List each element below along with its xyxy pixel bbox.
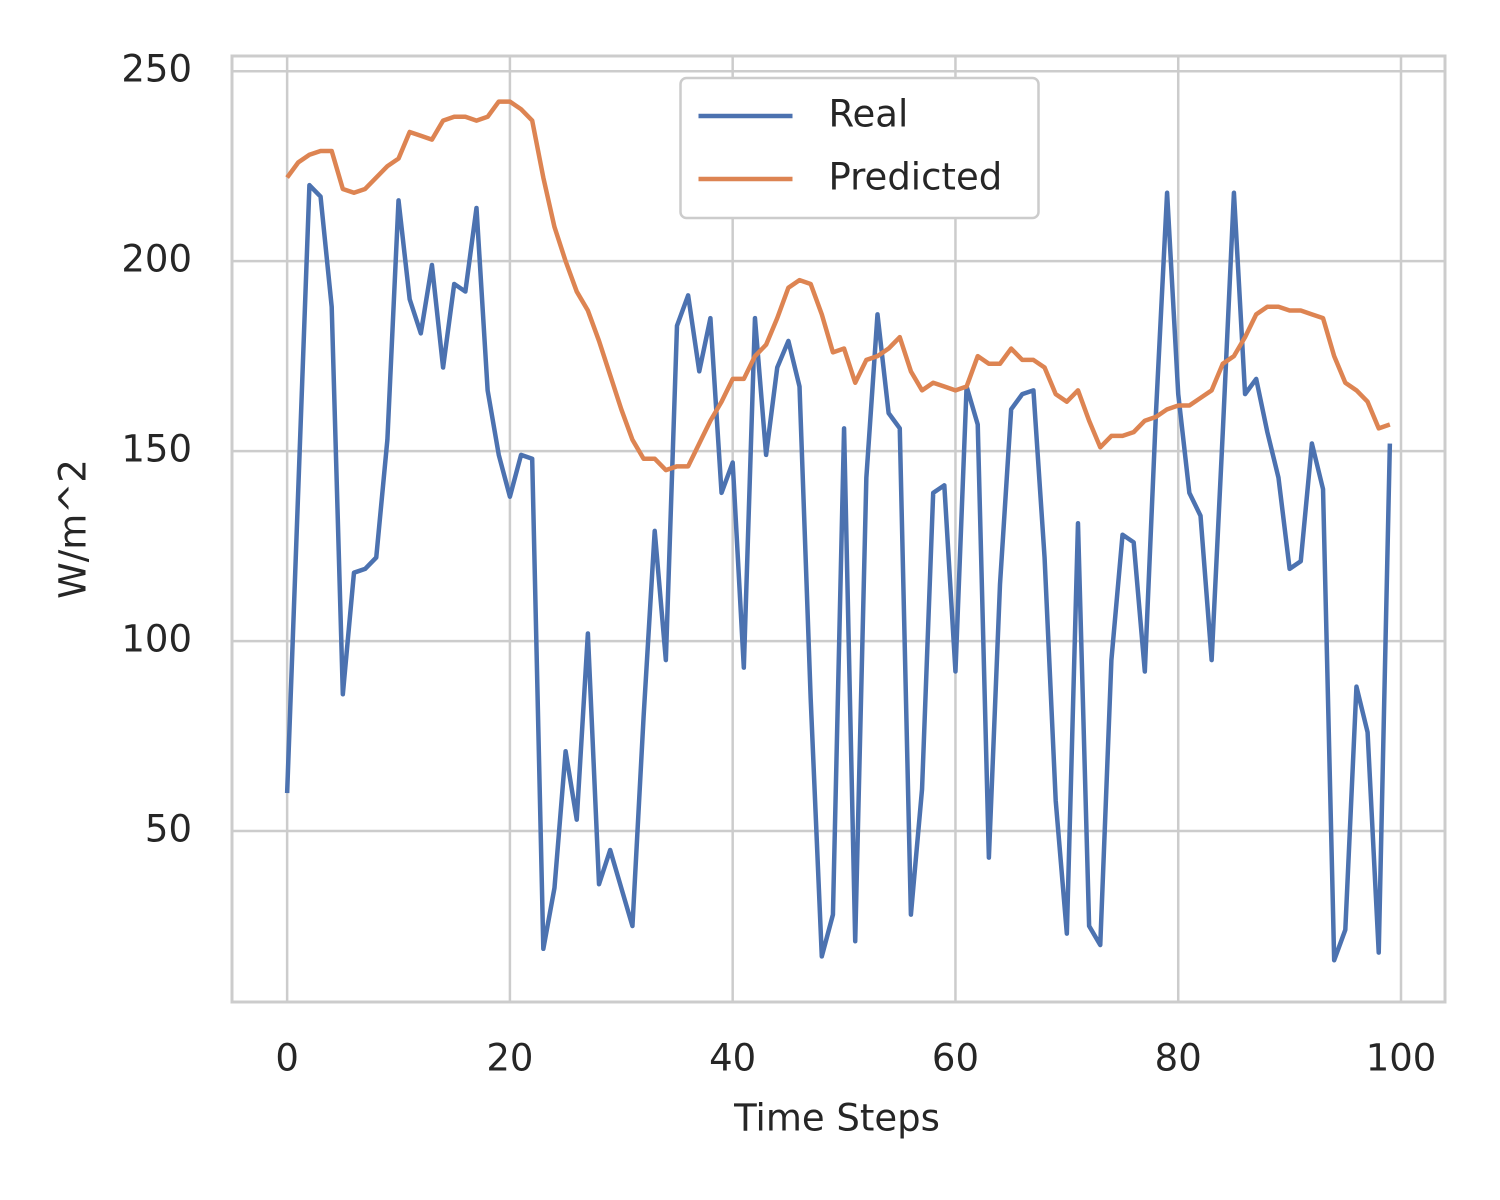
y-tick-label: 50 (145, 808, 192, 851)
legend: Real Predicted (679, 76, 1040, 220)
x-tick-label: 100 (1366, 1037, 1437, 1080)
y-tick-label: 100 (121, 618, 192, 661)
y-tick-label: 150 (121, 428, 192, 471)
series-line (285, 99, 1391, 473)
x-axis-label: Time Steps (733, 1097, 940, 1140)
legend-label: Real (829, 93, 909, 136)
x-tick-label: 40 (709, 1037, 756, 1080)
legend-box (679, 76, 1040, 220)
y-axis-label: W/m^2 (52, 459, 95, 599)
series-line (284, 182, 1393, 963)
y-tick-label: 250 (121, 48, 192, 91)
plot-frame (230, 54, 1447, 1004)
x-tick-label: 20 (486, 1037, 533, 1080)
x-tick-label: 60 (932, 1037, 979, 1080)
x-tick-label: 80 (1155, 1037, 1202, 1080)
x-tick-label: 0 (275, 1037, 299, 1080)
y-tick-label: 200 (121, 238, 192, 281)
legend-label: Predicted (829, 156, 1003, 199)
